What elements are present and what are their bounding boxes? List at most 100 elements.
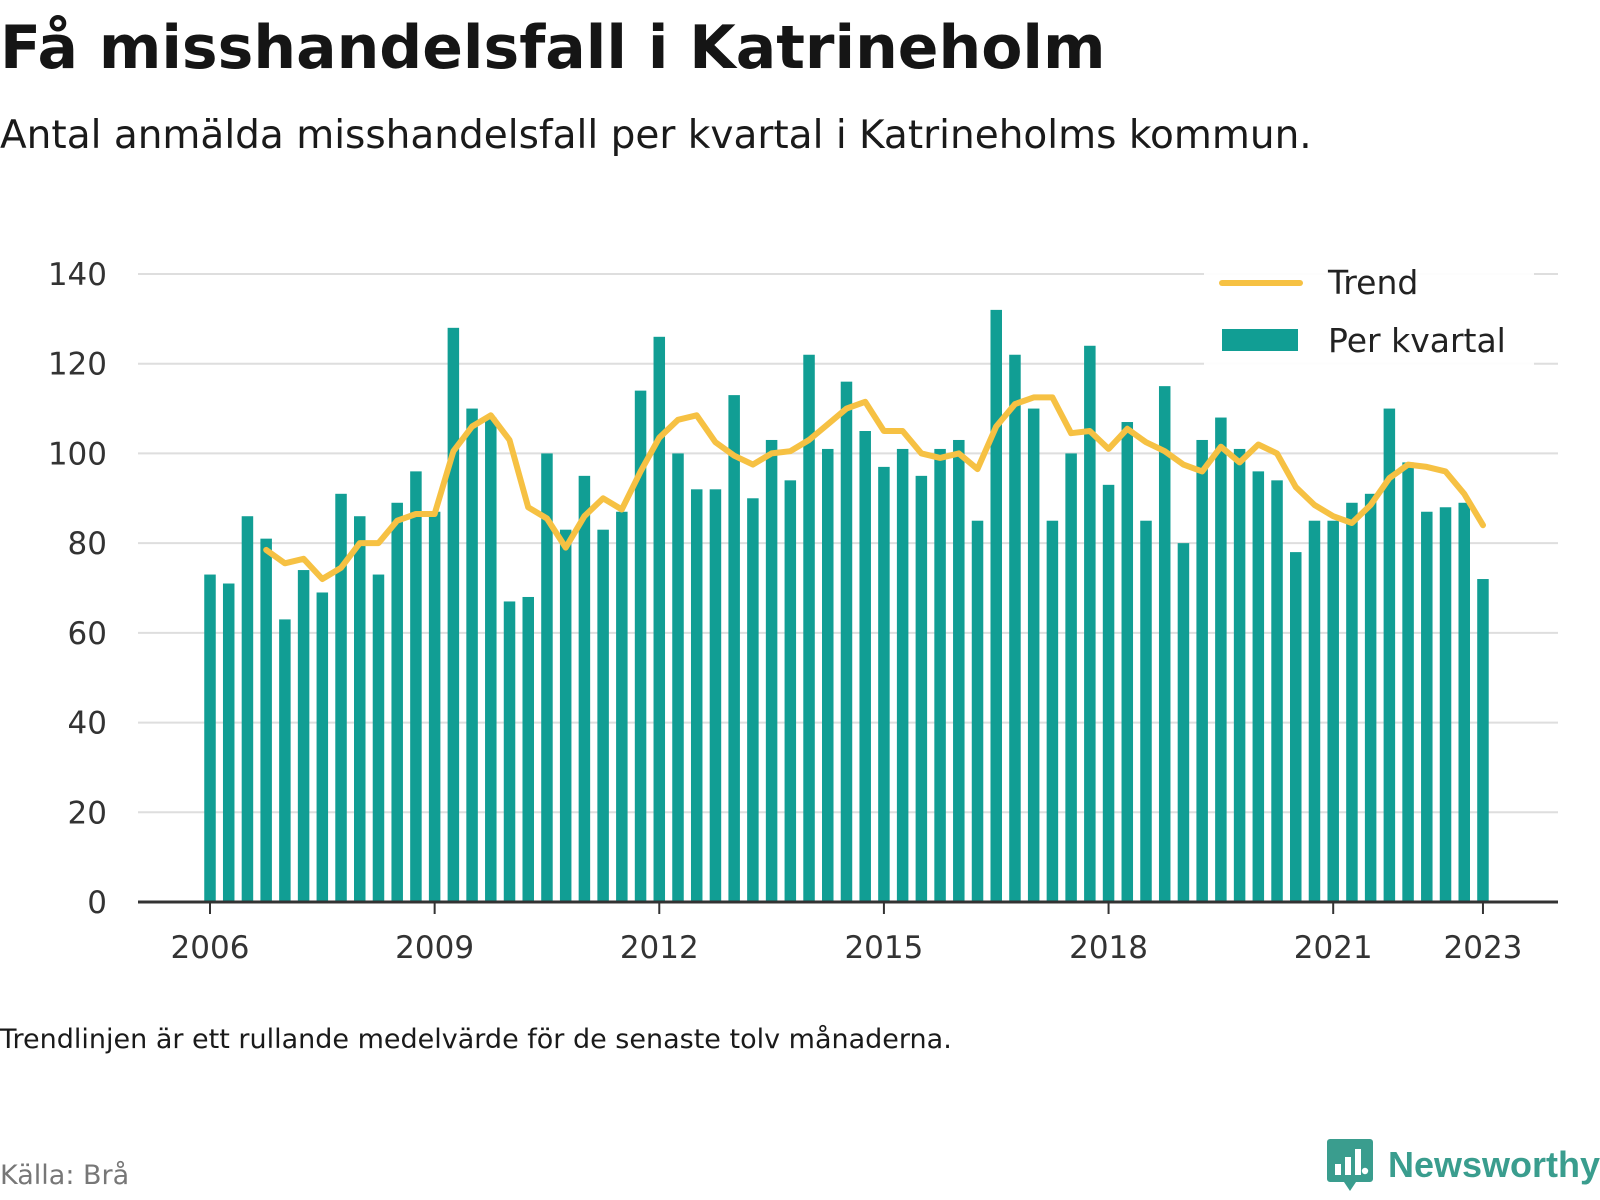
bar — [1421, 511, 1433, 902]
bar — [541, 453, 553, 902]
bar-series — [204, 309, 1489, 903]
bar — [765, 439, 778, 902]
bar — [222, 583, 235, 902]
bar — [410, 471, 422, 902]
source-label: Källa: Brå — [0, 1160, 130, 1191]
bar — [466, 408, 478, 902]
bar — [1364, 493, 1377, 902]
x-tick-label: 2012 — [620, 930, 699, 966]
footnote: Trendlinjen är ett rullande medelvärde f… — [0, 1024, 952, 1055]
bar — [1308, 520, 1321, 902]
y-tick-label: 80 — [68, 526, 107, 562]
bar — [1233, 448, 1246, 902]
bar-chart: 0 20 40 60 80 100 120 140 2006 2009 2012 2015 2018 20… — [48, 257, 1558, 966]
bar — [1383, 408, 1396, 902]
bar — [335, 493, 347, 902]
legend-trend-label: Trend — [1327, 263, 1418, 302]
bar — [1046, 520, 1059, 902]
bar — [859, 431, 871, 902]
bar — [1271, 480, 1283, 902]
bar — [840, 381, 853, 902]
bar — [709, 489, 722, 902]
brand-name: Newsworthy — [1387, 1144, 1600, 1185]
chart-subtitle: Antal anmälda misshandelsfall per kvarta… — [0, 113, 1312, 158]
chart-title: Få misshandelsfall i Katrineholm — [0, 13, 1106, 83]
y-tick-label: 60 — [68, 616, 107, 652]
bar — [1252, 471, 1265, 902]
bar — [1084, 345, 1096, 902]
bar — [1477, 579, 1489, 902]
bar — [428, 511, 441, 902]
bar — [653, 336, 666, 902]
bar — [803, 354, 815, 902]
bar — [597, 529, 609, 902]
bar — [204, 574, 216, 902]
bar — [1121, 422, 1134, 902]
bar — [1439, 507, 1452, 902]
bar — [1065, 453, 1077, 902]
bar — [578, 475, 591, 902]
bar — [672, 453, 684, 902]
bar — [915, 475, 928, 902]
bar — [971, 520, 984, 902]
brand-logo: Newsworthy — [1326, 1137, 1600, 1193]
bar — [990, 309, 1002, 902]
x-tick-label: 2023 — [1444, 930, 1523, 966]
bar — [1215, 417, 1227, 902]
bar — [1158, 386, 1171, 903]
x-tick-label: 2018 — [1069, 930, 1148, 966]
bar — [1177, 543, 1190, 902]
bar — [822, 448, 834, 902]
axes: 0 20 40 60 80 100 120 140 2006 2009 2012 2015 2018 20… — [48, 257, 1558, 966]
bar — [447, 327, 460, 902]
bar — [634, 390, 647, 902]
bar — [279, 619, 291, 902]
trend-series — [263, 394, 1486, 582]
x-tick-label: 2021 — [1294, 930, 1373, 966]
newsworthy-logo-icon — [1326, 1139, 1373, 1191]
bar — [503, 601, 516, 902]
bar — [1196, 439, 1208, 902]
bar — [747, 498, 759, 902]
bar — [728, 395, 740, 902]
bar — [896, 448, 909, 902]
bar — [260, 538, 272, 902]
legend-bar-label: Per kvartal — [1328, 321, 1506, 360]
bar — [1009, 354, 1021, 902]
y-tick-label: 140 — [48, 257, 107, 293]
bar — [784, 480, 797, 902]
bar — [241, 516, 254, 902]
bar — [1102, 484, 1115, 902]
bar — [354, 516, 366, 902]
bar — [1458, 502, 1470, 902]
x-tick-label: 2015 — [844, 930, 923, 966]
y-tick-label: 40 — [68, 706, 107, 742]
bar — [878, 466, 890, 902]
bar — [1402, 462, 1414, 902]
bar — [1140, 520, 1152, 902]
bar — [1327, 520, 1339, 902]
bar — [934, 448, 946, 902]
y-tick-label: 100 — [48, 436, 107, 472]
bar — [485, 417, 497, 902]
bar — [1027, 408, 1040, 902]
bar — [616, 511, 628, 902]
bar — [391, 502, 403, 902]
legend-bar-swatch — [1222, 329, 1298, 351]
y-tick-label: 120 — [48, 347, 107, 383]
y-tick-label: 20 — [68, 795, 107, 831]
bar — [1346, 502, 1358, 902]
trend-line — [263, 394, 1486, 582]
bar — [953, 439, 965, 902]
x-tick-label: 2009 — [395, 930, 474, 966]
y-tick-label: 0 — [87, 885, 107, 921]
x-tick-label: 2006 — [171, 930, 250, 966]
legend: Trend Per kvartal — [1204, 263, 1534, 366]
bar — [372, 574, 385, 902]
bar — [297, 570, 310, 902]
bar — [316, 592, 329, 902]
bar — [559, 529, 572, 902]
bar — [522, 596, 534, 902]
bar — [690, 489, 703, 902]
bar — [1290, 552, 1302, 902]
